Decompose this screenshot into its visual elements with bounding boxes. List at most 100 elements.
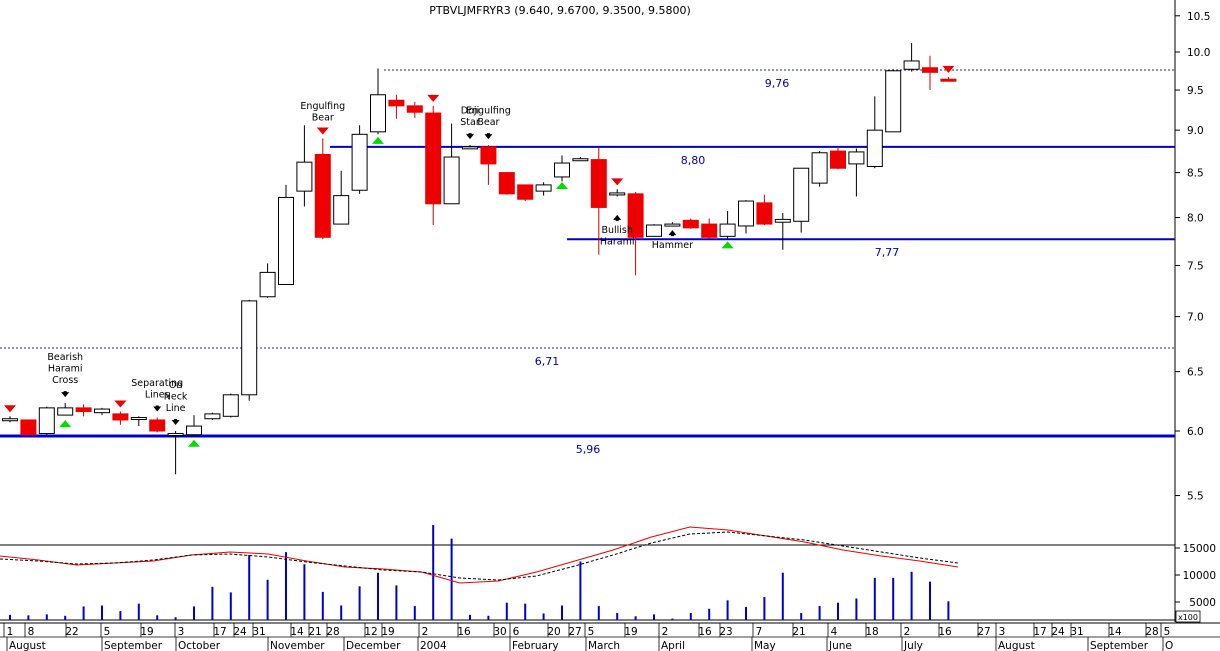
month-label: March [588,640,620,651]
candle [535,182,552,196]
day-tick-label: 3 [999,626,1006,638]
pattern-label: Bullish Harami [600,225,635,248]
oscillator-slow-line [0,531,959,581]
month-label: O [1165,640,1173,651]
candle [922,55,938,91]
candle [2,416,18,423]
day-tick-label: 28 [326,626,339,638]
candle [75,404,92,417]
month-label: April [661,640,685,651]
buy-arrow-up-icon [59,420,72,428]
candle-body [20,419,37,436]
volume-axis-label: 15000 [1183,543,1216,555]
candle [774,212,791,250]
pattern-arrow-up-icon [668,230,677,237]
pattern-arrow-down-icon [466,133,474,140]
candle [167,431,184,475]
day-tick-label: 31 [252,626,265,638]
day-tick-label: 3 [178,626,185,638]
support-resistance-levels: 9,76 8,80 7,77 6,71 5,96 [0,69,1175,456]
candle [20,419,37,436]
day-tick-label: 21 [308,626,321,638]
level-label: 5,96 [576,443,601,456]
candle-body [590,159,607,208]
price-candles [2,43,957,475]
candle-body [609,192,626,196]
candle-body [443,156,460,205]
candle [425,105,442,226]
candle-body [370,94,386,133]
candle-body [278,196,294,285]
day-tick-label: 14 [290,626,304,638]
candle [204,412,221,420]
candle [811,151,828,187]
candle [186,415,202,436]
candle-body [57,407,74,416]
month-label: 2004 [420,640,447,651]
day-tick-label: 14 [1108,626,1122,638]
month-label: August [998,640,1035,651]
candle [314,138,331,240]
candle-body [388,99,405,107]
day-tick-label: 22 [65,626,78,638]
candle-body [149,419,166,432]
day-tick-label: 28 [1145,626,1158,638]
candle-body [2,418,18,422]
candle-body [112,413,129,421]
day-tick-label: 7 [756,626,763,638]
day-tick-label: 27 [977,626,990,638]
price-axis-label: 6.0 [1187,426,1204,438]
x100-badge-label: x100 [1178,613,1198,622]
candle-body [885,70,902,133]
price-axis-label: 7.5 [1187,260,1204,272]
buy-arrow-up-icon [188,439,200,447]
price-axis-label: 8.5 [1187,168,1204,180]
candle [572,157,589,162]
pattern-arrow-down-icon [484,133,493,140]
candle-body [848,151,865,165]
month-label: August [9,640,46,651]
candle [241,299,258,401]
candle-body [130,417,147,421]
sell-arrow-down-icon [611,178,624,186]
level-label: 9,76 [765,77,790,90]
candle-body [38,407,55,434]
candle [498,172,515,195]
chart-title: PTBVLJMFRYR3 (9.640, 9.6700, 9.3500, 9.5… [429,4,691,17]
candle-body [719,223,736,237]
day-tick-label: 24 [1051,626,1065,638]
day-tick-label: 4 [831,626,838,638]
date-axis: 1 8 22 5 19 3 17 24 31 14 21 28 12 19 2 16 30 6 20 27 5 19 2 16… [0,623,1220,651]
day-tick-label: 31 [1070,626,1083,638]
day-tick-label: 5 [1164,626,1171,638]
month-label: November [270,640,325,651]
candle-body [222,394,239,417]
candle-body [554,162,570,178]
month-label: May [754,640,776,651]
candle [554,155,570,182]
candle-body [296,161,313,192]
month-label: June [828,640,852,651]
candle [940,76,957,82]
x100-badge [1175,610,1201,623]
candle-body [774,218,791,223]
month-label: October [178,640,221,651]
candle [57,403,74,416]
price-axis-label: 10.0 [1187,47,1210,59]
candle-body [664,223,681,227]
pattern-arrow-down-icon [61,391,70,398]
candle [94,407,110,416]
sell-arrow-down-icon [427,94,440,102]
day-tick-label: 5 [588,626,595,638]
candle-body [517,184,534,200]
candle [112,411,129,425]
day-tick-label: 2 [904,626,911,638]
day-tick-label: 21 [792,626,805,638]
candle-body [204,413,221,420]
buy-arrow-up-icon [721,241,734,249]
candle-body [866,129,883,167]
candle-body [830,150,846,169]
volume-axis-label: 10000 [1183,570,1216,582]
